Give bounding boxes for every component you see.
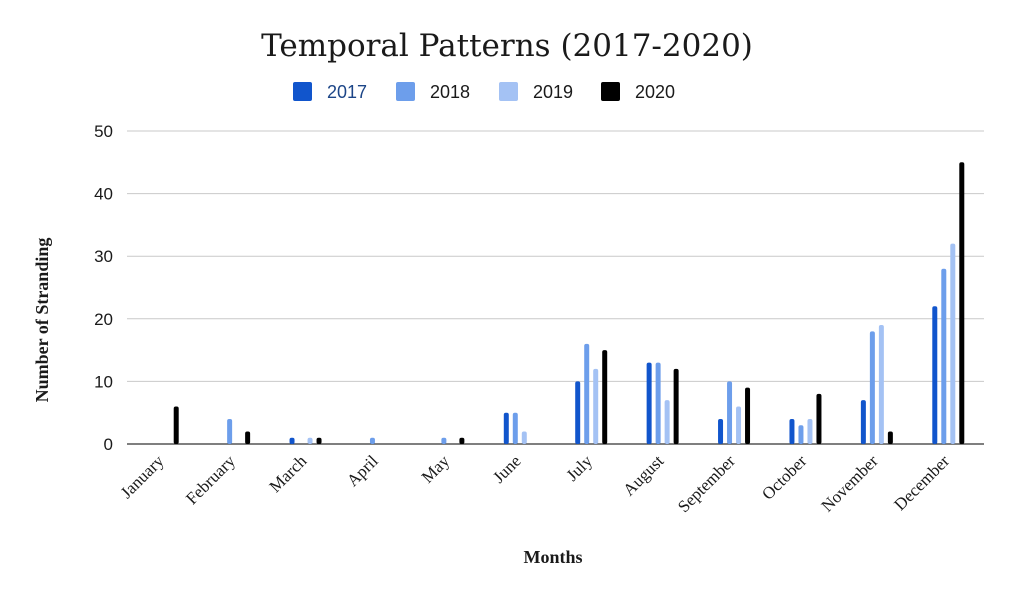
- bar-2018-june: [512, 412, 518, 444]
- bar-2019-august: [664, 400, 670, 444]
- bar-2019-december: [950, 243, 956, 444]
- gridlines: [127, 130, 984, 445]
- y-tick-label: 20: [94, 310, 113, 329]
- bar-2017-august: [646, 362, 652, 444]
- legend-item-2020: 2020: [601, 82, 675, 102]
- legend-swatch: [396, 82, 415, 101]
- legend-item-2017: 2017: [293, 82, 367, 102]
- bar-2018-february: [227, 418, 233, 444]
- bar-2020-september: [745, 387, 751, 444]
- legend-label: 2018: [430, 82, 470, 102]
- bar-2017-october: [789, 418, 795, 444]
- bar-2019-october: [807, 418, 813, 444]
- legend-label: 2017: [327, 82, 367, 102]
- bar-2018-september: [727, 381, 733, 444]
- bar-2018-april: [369, 437, 375, 444]
- bar-2018-may: [441, 437, 447, 444]
- legend-swatch: [499, 82, 518, 101]
- bar-2020-october: [816, 393, 822, 444]
- y-axis-ticks: 0 10 20 30 40 50: [94, 122, 113, 454]
- bar-2018-october: [798, 425, 804, 444]
- bar-2019-march: [307, 437, 313, 444]
- legend-label: 2019: [533, 82, 573, 102]
- bar-2020-july: [602, 350, 608, 444]
- chart-legend: 2017 2018 2019 2020: [293, 82, 675, 102]
- bar-2018-august: [655, 362, 661, 444]
- bar-2017-december: [932, 306, 938, 444]
- bar-2020-november: [887, 431, 893, 444]
- bar-2017-november: [860, 400, 866, 444]
- bar-2018-december: [941, 268, 947, 444]
- legend-item-2019: 2019: [499, 82, 573, 102]
- legend-item-2018: 2018: [396, 82, 470, 102]
- bar-2017-june: [503, 412, 509, 444]
- bar-2020-august: [673, 368, 679, 444]
- bar-2019-july: [593, 368, 599, 444]
- bar-2020-march: [316, 437, 322, 444]
- y-tick-label: 0: [104, 435, 113, 454]
- chart-title: Temporal Patterns (2017-2020): [261, 28, 753, 64]
- bar-2019-november: [878, 325, 884, 444]
- y-axis-label: Number of Stranding: [32, 238, 52, 403]
- bar-2020-december: [959, 162, 965, 445]
- legend-swatch: [601, 82, 620, 101]
- bar-2020-may: [459, 437, 465, 444]
- bar-2017-september: [718, 418, 724, 444]
- bar-2019-june: [521, 431, 527, 444]
- bars: [173, 162, 965, 445]
- y-tick-label: 40: [94, 185, 113, 204]
- y-tick-label: 30: [94, 247, 113, 266]
- x-axis-label: Months: [523, 547, 582, 567]
- y-tick-label: 10: [94, 372, 113, 391]
- y-tick-label: 50: [94, 122, 113, 141]
- legend-swatch: [293, 82, 312, 101]
- bar-2019-september: [736, 406, 742, 444]
- bar-2020-february: [245, 431, 251, 444]
- bar-2017-july: [575, 381, 581, 444]
- bar-2020-january: [173, 406, 179, 444]
- bar-2017-march: [289, 437, 295, 444]
- bar-2018-july: [584, 343, 590, 444]
- legend-label: 2020: [635, 82, 675, 102]
- bar-2018-november: [869, 331, 875, 444]
